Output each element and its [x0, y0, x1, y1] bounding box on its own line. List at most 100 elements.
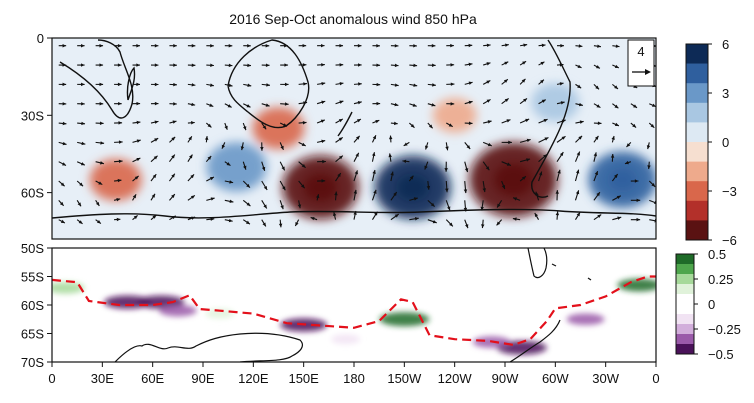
bottom-y-tick-label: 65S: [21, 327, 44, 342]
wind-vector: [483, 62, 491, 66]
wind-vector: [519, 98, 528, 105]
wind-vector: [187, 135, 193, 143]
wind-vector: [150, 214, 157, 221]
wind-vector: [150, 155, 158, 163]
wind-vector: [425, 142, 429, 150]
wind-vector: [261, 200, 268, 209]
bottom-y-tick-label: 55S: [21, 270, 44, 285]
wind-vector: [501, 119, 511, 124]
wind-vector: [58, 43, 67, 48]
wind-vector: [294, 219, 300, 227]
wind-vector: [593, 152, 598, 162]
wind-vector: [538, 171, 543, 182]
colorbar-ice-tick-label: 0.5: [708, 247, 726, 262]
wind-vector: [77, 121, 86, 126]
wind-vector: [261, 83, 271, 87]
reference-vector-key: 4: [627, 39, 655, 87]
wind-vector: [132, 157, 141, 163]
wind-vector: [519, 118, 530, 124]
wind-vector: [187, 44, 196, 48]
wind-vector: [593, 191, 601, 201]
wind-vector: [501, 43, 509, 47]
wind-vector: [556, 101, 565, 105]
wind-vector: [483, 43, 491, 48]
wind-vector: [187, 216, 196, 221]
wind-vector: [372, 82, 381, 87]
wind-vector: [520, 43, 528, 47]
wind-vector: [221, 142, 226, 149]
wind-vector: [243, 63, 252, 68]
wind-vector: [444, 161, 448, 172]
wind-vector: [557, 43, 564, 48]
colorbar-ice-swatch: [676, 324, 694, 335]
wind-vector: [114, 121, 123, 125]
wind-vector: [242, 122, 247, 131]
wind-vector: [95, 200, 100, 207]
wind-vector: [187, 194, 196, 201]
wind-vector: [519, 60, 527, 66]
wind-vector: [206, 217, 215, 221]
wind-vector: [574, 151, 581, 162]
wind-vector: [310, 216, 318, 221]
wind-vector: [317, 159, 326, 164]
wind-vector: [371, 135, 377, 143]
wind-vector: [298, 141, 306, 147]
wind-vector: [538, 118, 548, 124]
wind-vector: [445, 142, 449, 151]
wind-vector: [132, 139, 141, 143]
wind-vector: [390, 83, 399, 87]
wind-vector: [132, 120, 141, 125]
bottom-x-tick-label: 90W: [492, 371, 519, 386]
wind-vector: [298, 43, 307, 48]
wind-vector: [224, 63, 233, 68]
wind-vector: [538, 61, 545, 66]
wind-vector: [316, 139, 326, 144]
wind-vector: [464, 43, 473, 48]
colorbar-wind-tick-label: −6: [722, 233, 737, 248]
wind-vector: [95, 43, 104, 48]
chart-title: 2016 Sep-Oct anomalous wind 850 hPa: [229, 11, 477, 27]
wind-vector: [169, 154, 176, 163]
wind-vector: [464, 62, 473, 67]
wind-vector: [538, 136, 549, 143]
wind-vector: [261, 180, 268, 191]
wind-vector: [335, 43, 344, 48]
wind-vector: [58, 63, 67, 67]
bottom-x-axis: 0 30E 60E 90E 120E 150E 180 150W 120W 90W 60W 30W 0: [48, 362, 660, 386]
wind-anomaly-core-2: [303, 173, 338, 202]
wind-vector: [95, 141, 105, 145]
wind-vector: [187, 63, 196, 67]
new-zealand-coastline: [337, 111, 353, 137]
colorbar-ice-swatch: [676, 254, 694, 265]
wind-vector: [114, 63, 122, 67]
wind-vector: [427, 103, 436, 107]
wind-vector: [113, 198, 121, 202]
wind-vector: [114, 140, 123, 144]
wind-vector: [647, 161, 651, 170]
wind-vector: [612, 83, 619, 90]
wind-vector: [481, 219, 485, 229]
wind-vector: [630, 198, 641, 203]
bottom-x-tick-label: 150W: [387, 371, 422, 386]
bottom-x-tick-label: 90E: [191, 371, 214, 386]
wind-anomaly-core-5: [607, 167, 638, 193]
wind-vector: [612, 122, 620, 127]
wind-vector: [593, 64, 601, 69]
sea-ice-anomaly-6: [331, 334, 361, 345]
wind-vector: [390, 191, 398, 201]
wind-vector: [593, 170, 599, 182]
wind-vector: [372, 119, 380, 124]
antarctica-coast-east: [114, 332, 304, 362]
wind-vector: [464, 81, 473, 85]
wind-vector: [648, 122, 655, 129]
colorbar-wind-swatch: [686, 83, 708, 104]
wind-vector: [575, 83, 582, 89]
wind-vector: [353, 43, 362, 48]
wind-vector: [279, 142, 284, 151]
bottom-x-tick-label: 30E: [91, 371, 114, 386]
colorbar-wind-speed: 6 3 0 −3 −6: [685, 37, 737, 248]
bottom-x-tick-label: 150E: [288, 371, 319, 386]
wind-vector: [243, 44, 251, 48]
wind-vector: [76, 180, 84, 187]
wind-vector: [298, 161, 306, 169]
